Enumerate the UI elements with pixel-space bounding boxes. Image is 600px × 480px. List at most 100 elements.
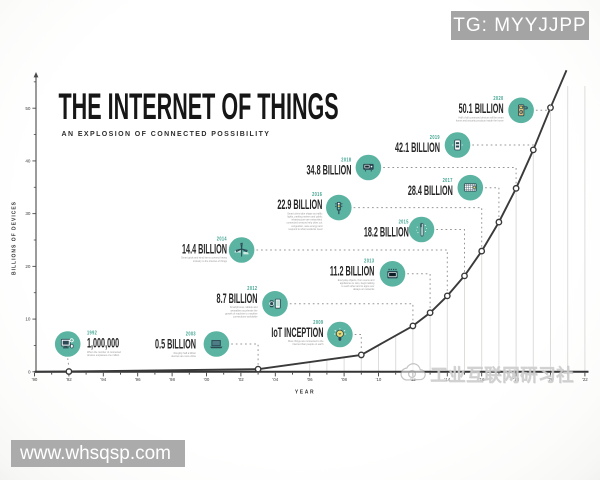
milestone-value-2013: 11.2 BILLION — [330, 264, 375, 279]
chart-title: THE INTERNET OF THINGS — [59, 86, 339, 128]
milestone-value-2018: 34.8 BILLION — [307, 163, 352, 178]
connector-2019 — [472, 144, 534, 146]
data-dot-2019 — [529, 146, 537, 154]
milestone-caption-2003-line2: devices are now online — [171, 354, 196, 358]
x-tick-label-'96: '96 — [135, 377, 141, 382]
tg-badge-text: TG: MYYJJPP — [453, 14, 587, 36]
milestone-value-2020: 50.1 BILLION — [459, 102, 504, 117]
data-dot-1992 — [65, 368, 73, 375]
connector-2009 — [354, 334, 362, 351]
milestone-year-2020: 2020 — [493, 96, 503, 102]
milestone-caption-2003-line1: Roughly half a billion — [174, 350, 197, 354]
milestone-year-1992: 1992 — [87, 330, 97, 336]
milestone-caption-2020-line2: home and security products inside the ho… — [456, 118, 504, 122]
solar-panel-icon — [463, 183, 477, 192]
milestone-year-2018: 2018 — [341, 157, 351, 163]
milestone-value-2016: 22.9 BILLION — [277, 198, 322, 213]
connector-2015 — [436, 229, 465, 272]
oven-icon — [387, 268, 398, 279]
milestone-caption-2013-line2: appliances to cars, begin talking — [340, 281, 375, 285]
thermostat-icon — [451, 139, 464, 151]
site-url-text: www.whsqsp.com — [20, 442, 171, 464]
milestone-caption-2016-line6: respond to what residents need — [288, 227, 322, 231]
x-tick-label-'16: '16 — [479, 377, 485, 382]
x-tick-label-'18: '18 — [513, 377, 519, 382]
cloud-logo-icon — [400, 363, 426, 381]
traffic-light-icon — [334, 201, 343, 215]
wind-turbine-icon — [234, 242, 249, 257]
lightbulb-icon — [333, 328, 346, 341]
data-dot-2013 — [426, 309, 434, 317]
tg-badge: TG: MYYJJPP — [451, 11, 589, 40]
x-tick-label-'20: '20 — [548, 377, 554, 382]
milestone-value-2009: IoT INCEPTION — [271, 326, 323, 341]
milestone-caption-2013-line4: always on networks — [353, 287, 375, 291]
growth-curve — [34, 69, 568, 373]
x-tick-label-'98: '98 — [169, 377, 175, 382]
y-tick-label-0: 0 — [28, 369, 31, 374]
y-tick-label-30: 30 — [25, 211, 31, 216]
connector-2018 — [383, 167, 517, 185]
milestone-value-2017: 28.4 BILLION — [408, 184, 453, 199]
milestone-caption-2020-line1: Half of all connected devices will be sm… — [458, 115, 503, 119]
data-dot-2014 — [443, 292, 451, 300]
milestone-caption-2016-line2: lights, parking meters and public — [287, 214, 322, 218]
x-tick-label-'94: '94 — [100, 377, 106, 382]
milestone-value-1992: 1,000,000 — [87, 336, 119, 351]
laptop-icon — [210, 339, 223, 349]
chart-subtitle: AN EXPLOSION OF CONNECTED POSSIBILITY — [62, 131, 271, 138]
x-tick-label-'06: '06 — [307, 377, 313, 382]
milestone-caption-2012-line1: Smartphones, tablets and — [230, 305, 258, 309]
y-tick-label-10: 10 — [25, 317, 31, 322]
milestone-caption-2016-line1: Smart cities take shape as traffic — [287, 211, 323, 215]
toothbrush-icon — [415, 222, 427, 237]
y-axis-title: BILLIONS OF DEVICES — [12, 201, 18, 275]
milestone-caption-2012-line4: connections worldwide — [233, 314, 258, 318]
site-url-bar: www.whsqsp.com — [11, 440, 185, 467]
milestone-year-2003: 2003 — [186, 331, 196, 337]
connector-2020 — [535, 103, 551, 111]
data-dot-2012 — [409, 322, 417, 330]
milestone-value-2014: 14.4 BILLION — [182, 242, 227, 257]
data-dot-2009 — [357, 351, 365, 359]
x-tick-label-'02: '02 — [238, 377, 244, 382]
milestone-year-2012: 2012 — [247, 286, 257, 292]
y-axis-arrow — [33, 72, 39, 78]
axes: 0 10 20 30 40 50 '90 '92 '94 '96 '98 '00 '02 '04 '06 '0… — [25, 72, 589, 382]
milestone-caption-2016-line4: connected sensors help cities cut — [287, 220, 323, 224]
connector-2013 — [407, 273, 431, 309]
screen-icon — [363, 163, 374, 172]
milestone-caption-1992-line1: When the number of connected — [87, 349, 121, 353]
curve-dots — [65, 104, 554, 375]
x-tick-label-'90: '90 — [32, 377, 38, 382]
milestone-caption-2012-line3: growth of machine to machine — [225, 311, 258, 315]
milestone-caption-2013-line3: to each other and to apps over — [341, 284, 374, 288]
connector-2012 — [289, 303, 414, 322]
door-lock-icon — [518, 104, 528, 117]
gridlines — [309, 86, 586, 372]
milestone-year-2019: 2019 — [430, 135, 440, 141]
milestone-caption-2012-line2: wearables accelerate the — [230, 308, 257, 312]
y-tick-label-40: 40 — [25, 159, 31, 164]
x-tick-label-'22: '22 — [582, 377, 588, 382]
watermark: 工业互联网研习社 — [398, 361, 598, 387]
data-dot-2003 — [254, 365, 262, 373]
milestone-year-2015: 2015 — [399, 219, 409, 225]
data-dot-2016 — [478, 247, 486, 255]
milestone-caption-1992-line2: devices surpasses one million — [87, 353, 120, 357]
watermark-text: 工业互联网研习社 — [430, 364, 574, 385]
x-tick-label-'10: '10 — [376, 377, 382, 382]
milestone-caption-2014-line2: industry to the internet of things — [193, 258, 227, 262]
data-dot-2017 — [495, 218, 503, 226]
x-tick-label-'92: '92 — [66, 377, 72, 382]
data-dot-2015 — [461, 272, 468, 280]
